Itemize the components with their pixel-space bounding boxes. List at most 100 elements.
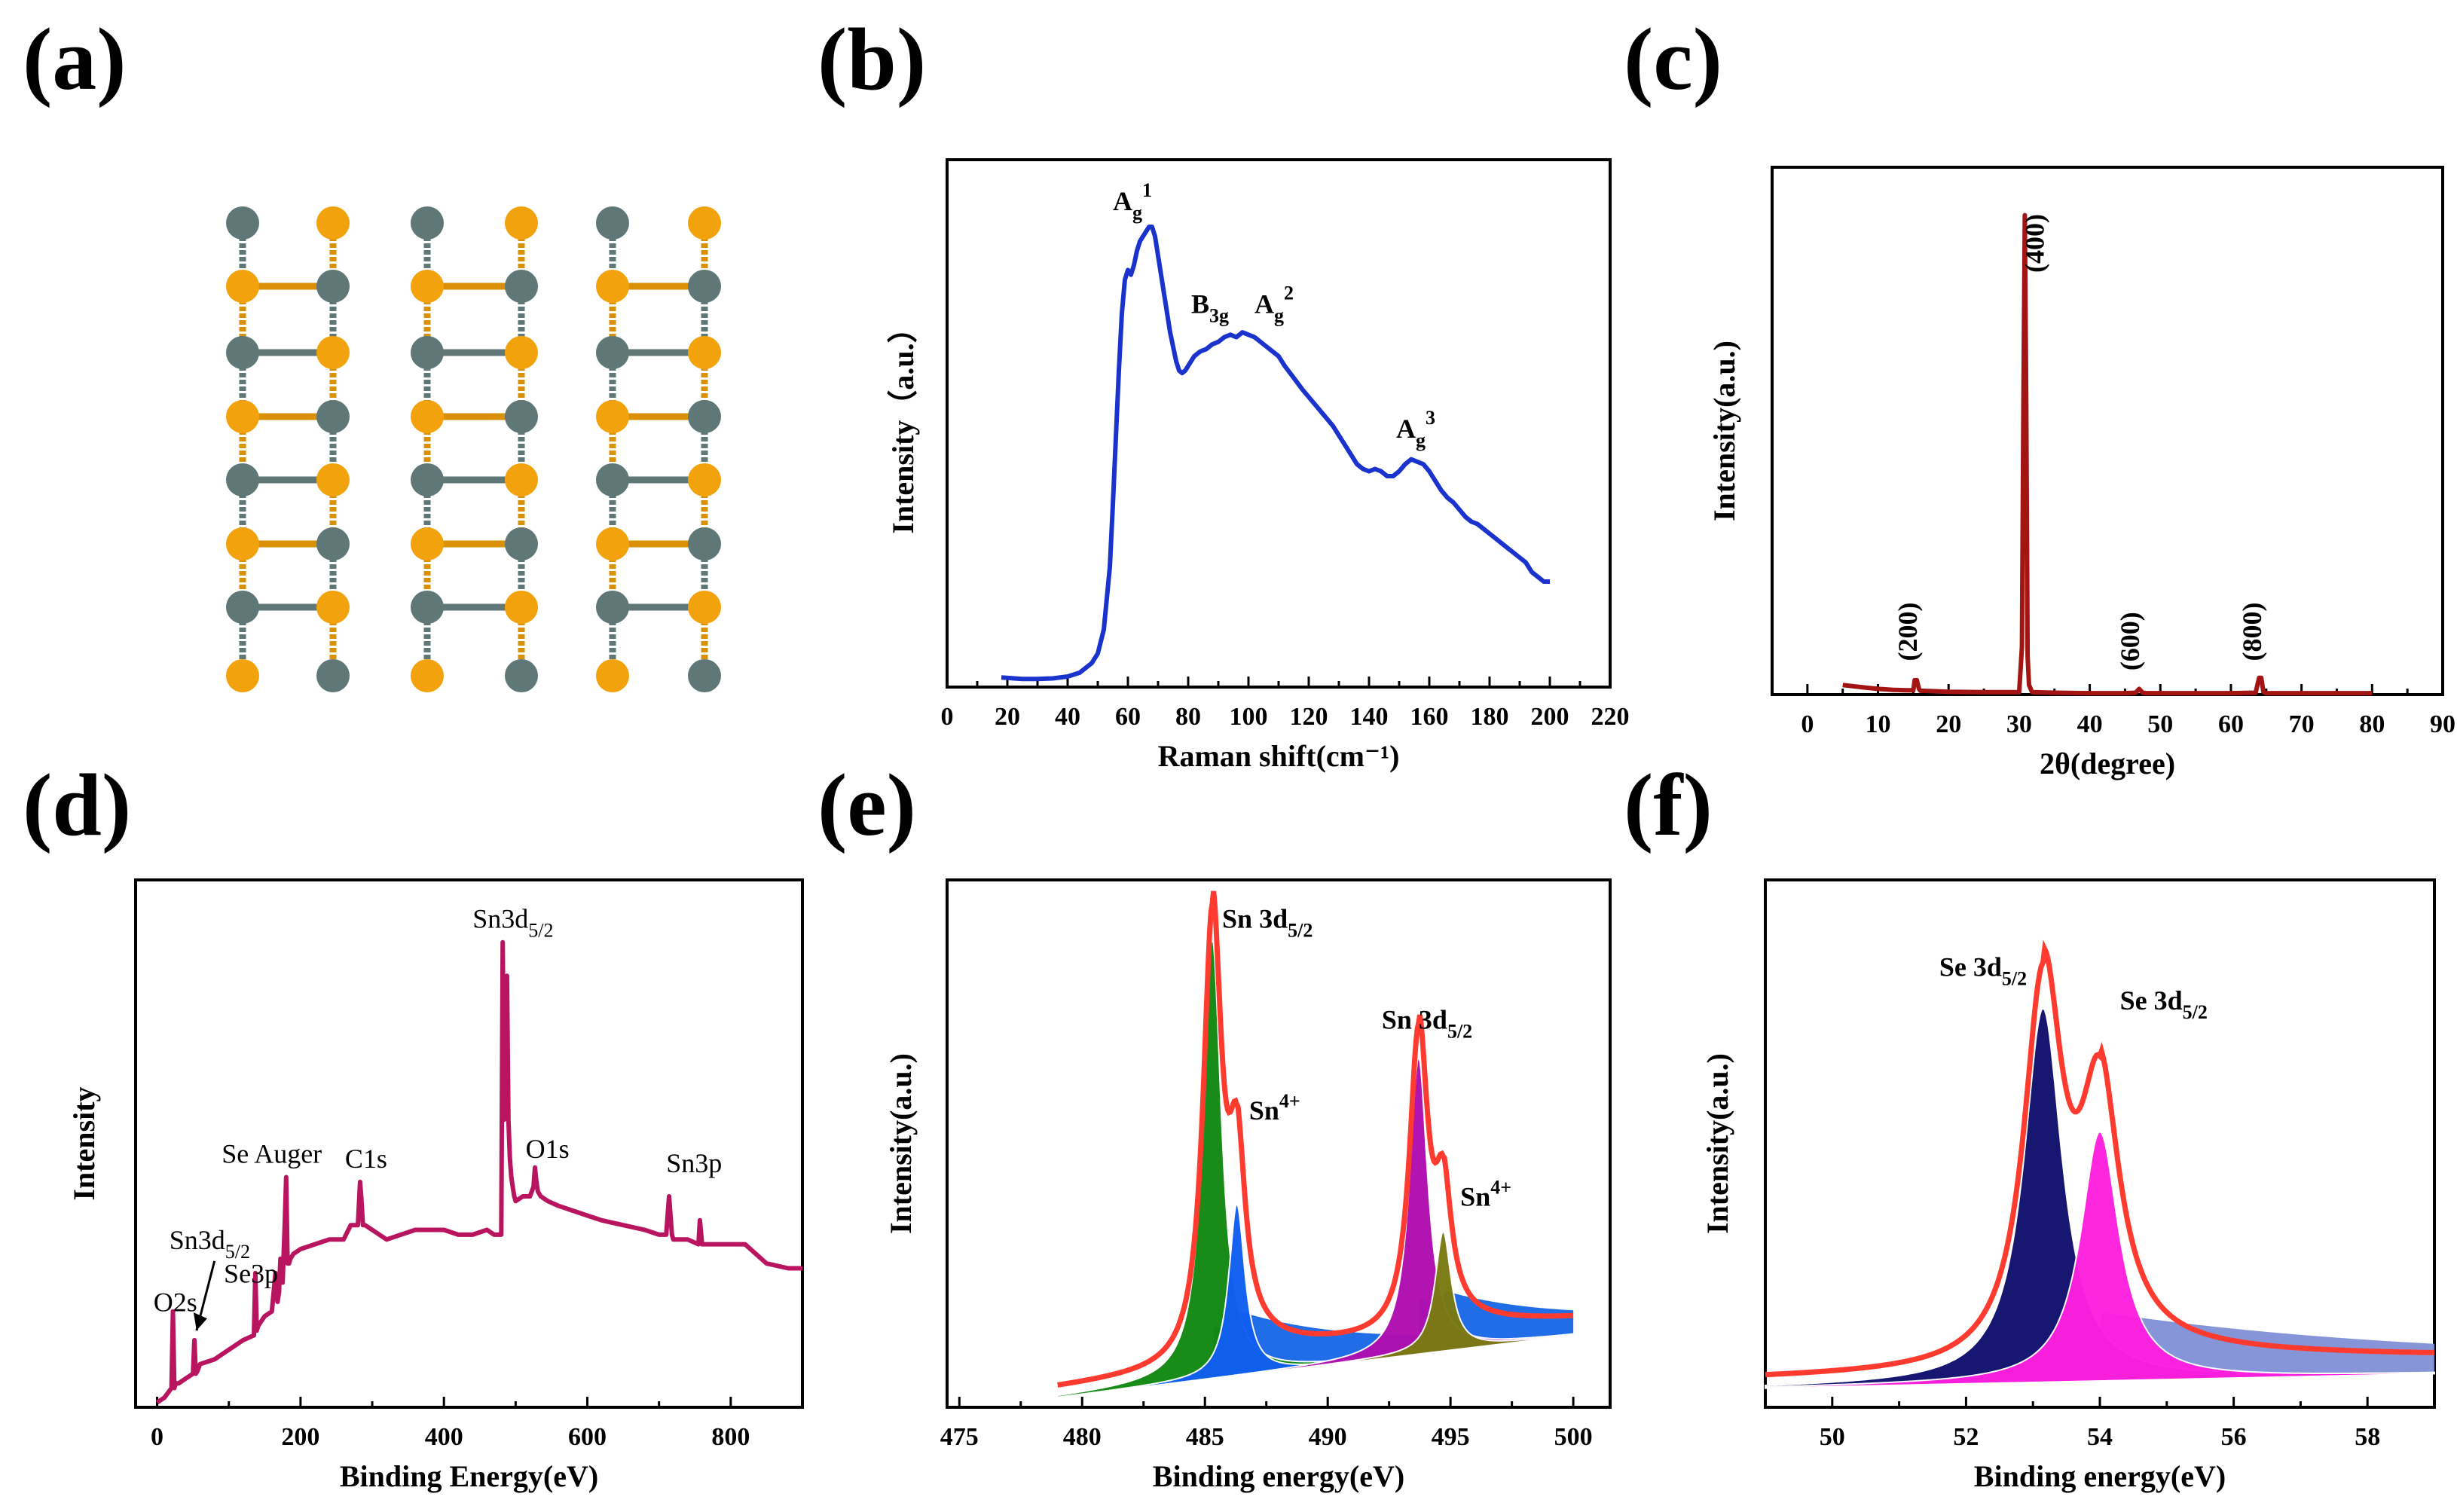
sn3d-xps-chart: 475 480 485 490 495 500 Binding energy(eV) Inte… — [884, 878, 1612, 1493]
peak-component — [1765, 1130, 2435, 1389]
x-tick-label: 0 — [941, 703, 954, 731]
sn-atom — [596, 206, 629, 240]
x-tick-label: 70 — [2289, 710, 2315, 738]
peak-annotation: Sn4+ — [1460, 1177, 1511, 1212]
peak-annotation: Se 3d5/2 — [1939, 951, 2027, 989]
se-atom — [505, 463, 538, 496]
se-atom — [688, 591, 721, 624]
y-axis-title: Intensity（a.u.） — [886, 313, 920, 533]
peak-component — [1056, 1229, 1575, 1399]
series-line — [155, 939, 802, 1405]
panel-label-b: (b) — [817, 10, 926, 108]
x-tick-label: 120 — [1290, 703, 1328, 731]
y-axis-title: Intensity(a.u.) — [1707, 341, 1741, 521]
sn-atom — [505, 270, 538, 303]
envelope-line — [1057, 890, 1574, 1388]
sn-atom — [316, 400, 350, 433]
se-atom — [596, 400, 629, 433]
x-axis-title: Binding energy(eV) — [1974, 1459, 2226, 1493]
x-tick-label: 56 — [2221, 1423, 2247, 1451]
xrd-chart: 0 10 20 30 40 50 60 70 80 90 2θ(degree) Intensity(a… — [1707, 166, 2455, 780]
x-tick-label: 200 — [1531, 703, 1569, 731]
peak-annotation: O2s — [154, 1287, 197, 1318]
se-atom — [505, 336, 538, 369]
x-tick-label: 80 — [1175, 703, 1201, 731]
se-atom — [688, 336, 721, 369]
x-tick-label: 495 — [1432, 1423, 1470, 1451]
crystal-structure — [226, 206, 721, 692]
se-atom — [226, 400, 259, 433]
x-tick-label: 800 — [711, 1423, 750, 1451]
x-tick-label: 100 — [1230, 703, 1268, 731]
x-tick-label: 52 — [1953, 1423, 1979, 1451]
peak-annotation: Se 3d5/2 — [2120, 985, 2208, 1023]
x-tick-label: 60 — [1115, 703, 1141, 731]
envelope-line — [1765, 939, 2434, 1378]
x-tick-label: 485 — [1186, 1423, 1224, 1451]
sn-atom — [505, 527, 538, 561]
se-atom — [411, 400, 444, 433]
sn-atom — [226, 206, 259, 240]
plot-frame — [946, 158, 1612, 689]
panel-label-d: (d) — [23, 756, 131, 854]
se-atom — [688, 463, 721, 496]
hkl-annotation: (400) — [2020, 214, 2050, 273]
x-tick-label: 0 — [1801, 710, 1814, 738]
x-tick-label: 20 — [995, 703, 1020, 731]
x-tick-label: 40 — [1055, 703, 1080, 731]
se-atom — [505, 206, 538, 240]
panel-label-a: (a) — [23, 10, 127, 108]
panel-label-f: (f) — [1624, 756, 1713, 854]
sn-atom — [226, 463, 259, 496]
peak-annotation: Sn3p — [666, 1148, 722, 1178]
x-tick-label: 60 — [2218, 710, 2244, 738]
se3d-xps-chart: 50 52 54 56 58 Binding energy(eV) Intensity(a.… — [1701, 878, 2436, 1493]
x-tick-label: 180 — [1471, 703, 1509, 731]
se-atom — [596, 659, 629, 692]
se-atom — [226, 659, 259, 692]
x-tick-label: 90 — [2430, 710, 2455, 738]
x-tick-label: 500 — [1554, 1423, 1593, 1451]
y-axis-title: Intensity(a.u.) — [884, 1053, 918, 1234]
sn-atom — [596, 591, 629, 624]
y-axis-title: Intensity — [67, 1086, 101, 1200]
x-tick-label: 480 — [1063, 1423, 1102, 1451]
peak-annotation: O1s — [526, 1134, 570, 1164]
x-axis-title: Binding Energy(eV) — [340, 1459, 598, 1493]
sn-atom — [226, 591, 259, 624]
peak-annotation: Se3p — [224, 1259, 278, 1289]
x-tick-label: 58 — [2355, 1423, 2380, 1451]
peak-annotation: Sn 3d5/2 — [1382, 1004, 1472, 1042]
x-axis-title: Binding energy(eV) — [1153, 1459, 1404, 1493]
se-atom — [688, 206, 721, 240]
hkl-annotation: (600) — [2115, 612, 2145, 670]
sn-atom — [688, 659, 721, 692]
sn-atom — [505, 659, 538, 692]
peak-annotation: Se Auger — [222, 1138, 322, 1168]
sn-atom — [688, 527, 721, 561]
hkl-annotation: (800) — [2237, 602, 2267, 661]
y-axis-title: Intensity(a.u.) — [1701, 1053, 1734, 1234]
panel-label-e: (e) — [817, 756, 916, 854]
se-atom — [411, 659, 444, 692]
hkl-annotation: (200) — [1893, 602, 1923, 661]
sn-atom — [316, 527, 350, 561]
x-tick-label: 30 — [2006, 710, 2032, 738]
panel-label-c: (c) — [1624, 10, 1722, 108]
sn-atom — [411, 336, 444, 369]
se-atom — [316, 463, 350, 496]
x-tick-label: 140 — [1350, 703, 1389, 731]
x-axis-title: Raman shift(cm⁻¹) — [1158, 739, 1400, 773]
peak-annotation: Sn3d5/2 — [472, 904, 553, 942]
sn-atom — [226, 336, 259, 369]
x-tick-label: 160 — [1410, 703, 1449, 731]
sn-atom — [505, 400, 538, 433]
x-tick-label: 400 — [425, 1423, 463, 1451]
sn-atom — [596, 463, 629, 496]
xps-survey-chart: 0 200 400 600 800 Binding Energy(eV) Intensity… — [67, 878, 804, 1493]
sn-atom — [596, 336, 629, 369]
peak-annotation: Sn3d5/2 — [170, 1225, 250, 1263]
sn-atom — [688, 270, 721, 303]
peak-annotation: Ag3 — [1396, 407, 1435, 451]
